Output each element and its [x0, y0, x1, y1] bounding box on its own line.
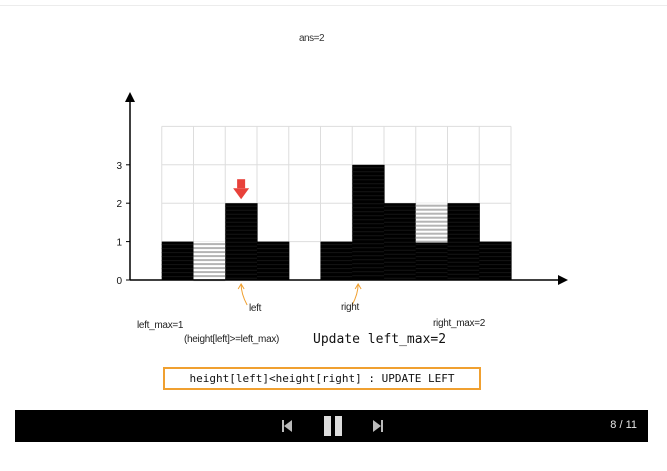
pause-button[interactable]: [318, 410, 348, 442]
water-stripe: [415, 220, 448, 223]
y-tick-label: 2: [116, 199, 122, 210]
next-button[interactable]: [366, 410, 390, 442]
water-stripe: [415, 228, 448, 231]
slide: ans=2 0 1 2 3 left right left_max=1 right_m…: [116, 33, 568, 390]
condition-label: (height[left]>=left_max): [184, 334, 280, 345]
water-stripe: [415, 236, 448, 239]
pointer-arrowhead-icon: [237, 283, 245, 290]
pointer-arrowhead-icon: [354, 283, 362, 290]
elevation-bar: [225, 203, 258, 280]
elevation-bar: [352, 164, 385, 280]
y-tick-labels: 0 1 2 3: [116, 161, 130, 287]
ans-label: ans=2: [299, 33, 325, 44]
y-axis-arrowhead-icon: [125, 92, 135, 102]
update-text: Update left_max=2: [313, 332, 447, 347]
water-stripe: [193, 267, 226, 270]
elevation-bar: [384, 203, 417, 280]
skip-forward-icon: [373, 420, 383, 432]
elevation-bar: [447, 203, 480, 280]
water-stripe: [415, 208, 448, 211]
marker-shaft: [237, 179, 246, 189]
prev-button[interactable]: [275, 410, 299, 442]
chart-cells: [161, 164, 512, 282]
water-stripe: [415, 232, 448, 235]
code-condition-box: height[left]<height[right] : UPDATE LEFT: [163, 367, 481, 390]
water-stripe: [415, 212, 448, 215]
water-stripe: [193, 255, 226, 258]
y-tick-label: 3: [116, 161, 122, 172]
elevation-chart: 0 1 2 3: [116, 92, 568, 306]
y-tick-label: 1: [116, 238, 122, 249]
right-pointer-arrow: [351, 283, 359, 306]
left-pointer-arrow: [240, 283, 248, 306]
water-stripe: [415, 216, 448, 219]
right-pointer-label: right: [341, 302, 359, 313]
skip-back-icon: [282, 420, 292, 432]
left-max-label: left_max=1: [137, 320, 184, 331]
marker-head: [233, 188, 250, 200]
water-stripe: [193, 259, 226, 262]
left-pointer-label: left: [249, 303, 262, 314]
water-stripe: [193, 263, 226, 266]
water-stripe: [193, 251, 226, 254]
water-stripe: [193, 275, 226, 278]
water-stripe: [415, 224, 448, 227]
water-stripe: [415, 204, 448, 207]
current-marker-arrow-icon: [233, 179, 250, 200]
pointer-arrows: [237, 283, 362, 306]
player-controls: 8 / 11: [15, 410, 648, 442]
water-stripe: [193, 247, 226, 250]
y-tick-label: 0: [116, 276, 122, 287]
chart-axes: [125, 92, 568, 285]
slide-counter: 8 / 11: [610, 419, 637, 431]
code-text: height[left]<height[right] : UPDATE LEFT: [189, 372, 455, 385]
x-axis-arrowhead-icon: [558, 275, 568, 285]
top-divider: [0, 5, 667, 6]
pause-icon: [324, 416, 342, 436]
water-stripe: [193, 243, 226, 246]
right-max-label: right_max=2: [433, 318, 486, 329]
water-stripe: [193, 271, 226, 274]
water-stripe: [415, 240, 448, 243]
